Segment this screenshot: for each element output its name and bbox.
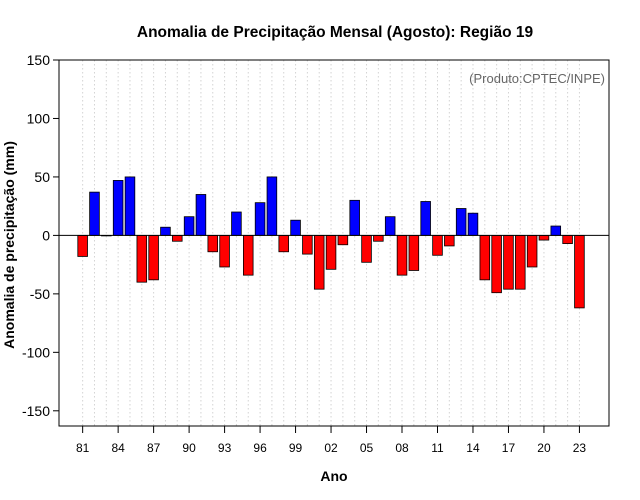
y-tick-label: -150 [22, 403, 50, 419]
bar-1995 [242, 234, 254, 276]
y-axis-label: Anomalia de precipitação (mm) [1, 141, 17, 349]
x-tick-label: 99 [289, 441, 303, 455]
bar-2023 [574, 234, 585, 309]
bar-2015 [479, 234, 491, 281]
bar-2003 [337, 234, 349, 246]
x-tick-label: 84 [111, 441, 125, 455]
bar-2004 [349, 199, 360, 236]
chart-title: Anomalia de Precipitação Mensal (Agosto)… [137, 24, 534, 41]
y-tick-label: -100 [22, 344, 50, 360]
bar-2020 [538, 234, 550, 241]
bar-2005 [361, 234, 372, 263]
bar-1981 [77, 234, 88, 257]
bar-1982 [89, 191, 100, 236]
bar-2012 [444, 234, 455, 247]
product-credit: (Produto:CPTEC/INPE) [469, 71, 605, 86]
x-tick-label: 81 [76, 441, 90, 455]
x-axis: 81 84 87 90 93 96 99 02 05 08 11 14 17 20 23 [76, 426, 586, 455]
x-axis-label: Ano [320, 468, 347, 484]
bar-2009 [408, 234, 420, 271]
bar-2002 [325, 234, 337, 270]
bar-2016 [491, 234, 502, 294]
bar-1991 [195, 194, 207, 236]
bar-2007 [384, 216, 396, 236]
bar-1989 [172, 234, 183, 242]
bar-2011 [432, 234, 443, 256]
bar-2022 [562, 234, 573, 244]
x-tick-label: 05 [360, 441, 374, 455]
y-tick-label: 100 [27, 110, 51, 126]
bar-2021 [550, 225, 562, 236]
bar-1987 [148, 234, 159, 281]
x-tick-label: 93 [218, 441, 232, 455]
bar-1992 [207, 234, 219, 253]
bar-2008 [396, 234, 408, 276]
bar-1993 [219, 234, 230, 268]
bar-2017 [503, 234, 514, 290]
bar-2001 [313, 234, 325, 290]
x-tick-label: 14 [466, 441, 480, 455]
x-tick-label: 17 [502, 441, 516, 455]
grid-lines [82, 60, 580, 426]
bar-1988 [160, 226, 171, 236]
bar-1994 [231, 211, 242, 236]
bar-2006 [373, 234, 384, 242]
bar-2000 [302, 234, 313, 255]
x-tick-label: 11 [431, 441, 444, 455]
bar-1997 [266, 176, 278, 236]
bar-series [77, 176, 585, 309]
bar-1996 [254, 202, 266, 236]
bar-1984 [112, 180, 124, 236]
y-tick-label: 150 [27, 52, 51, 68]
x-tick-label: 87 [147, 441, 161, 455]
bar-2014 [467, 212, 479, 236]
x-tick-label: 02 [324, 441, 338, 455]
bar-1985 [124, 176, 136, 236]
y-axis: -150 -100 -50 0 50 100 150 [22, 52, 59, 419]
y-tick-label: -50 [30, 286, 50, 302]
y-tick-label: 0 [42, 227, 50, 243]
bar-2019 [526, 234, 538, 268]
bar-1998 [278, 234, 289, 253]
y-tick-label: 50 [34, 169, 50, 185]
plot-frame [58, 59, 610, 427]
bar-2010 [420, 201, 431, 236]
bar-2013 [455, 208, 467, 236]
bar-1990 [183, 216, 195, 236]
x-tick-label: 20 [537, 441, 551, 455]
bar-1986 [136, 234, 148, 283]
x-tick-label: 23 [573, 441, 587, 455]
bar-2018 [515, 234, 526, 290]
bar-1999 [290, 219, 301, 236]
x-tick-label: 96 [253, 441, 267, 455]
x-tick-label: 08 [395, 441, 409, 455]
x-tick-label: 90 [182, 441, 196, 455]
